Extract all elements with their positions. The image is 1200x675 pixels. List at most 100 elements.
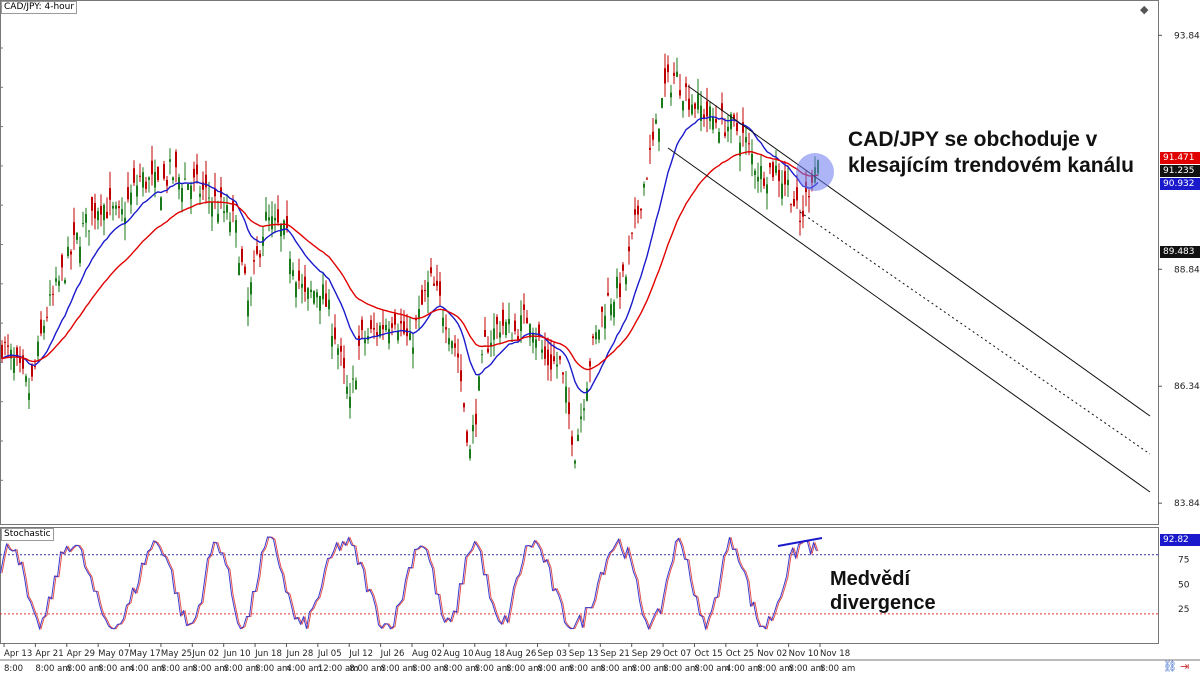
x-axis-date-label: Nov 18 xyxy=(820,649,850,659)
x-axis-time-label: 8:00 am xyxy=(789,664,824,674)
candle-body xyxy=(85,214,87,223)
candle-body xyxy=(670,92,672,98)
candle-body xyxy=(226,205,228,213)
x-axis-time-label: 8:00 am xyxy=(412,664,447,674)
x-axis-date-label: Jun 28 xyxy=(285,649,313,659)
candle-body xyxy=(184,178,186,180)
candle-body xyxy=(793,199,795,207)
candle-body xyxy=(295,282,297,298)
candle-body xyxy=(22,355,24,369)
candle-body xyxy=(712,117,714,130)
candle-body xyxy=(445,327,447,330)
candle-body xyxy=(328,299,330,310)
candle-body xyxy=(574,460,576,464)
x-axis-date-label: Aug 10 xyxy=(443,649,473,659)
candle-body xyxy=(310,289,312,292)
stochastic-axis-label: 25 xyxy=(1178,605,1189,615)
candle-body xyxy=(253,260,255,262)
candle-body xyxy=(250,282,252,295)
candle-body xyxy=(292,270,294,276)
candle-body xyxy=(145,181,147,189)
candle-body xyxy=(487,348,489,353)
candle-body xyxy=(658,128,660,142)
candle-body xyxy=(655,119,657,124)
candle-body xyxy=(46,316,48,318)
candle-body xyxy=(586,388,588,401)
candle-body xyxy=(136,185,138,197)
candle-body xyxy=(745,136,747,143)
channel-lower-line xyxy=(667,147,1151,493)
candle-body xyxy=(172,177,174,181)
candle-body xyxy=(724,132,726,137)
candle-body xyxy=(661,97,663,108)
candle-body xyxy=(343,357,345,369)
x-axis-time-label: 8:00 am xyxy=(600,664,635,674)
x-axis-time-label: 8:00 xyxy=(4,664,23,674)
candle-body xyxy=(94,203,96,219)
candle-body xyxy=(322,284,324,300)
candle-body xyxy=(616,276,618,289)
candle-body xyxy=(376,332,378,336)
price-panel-frame xyxy=(0,0,1159,525)
candle-body xyxy=(25,376,27,382)
candle-body xyxy=(163,163,165,179)
candle-body xyxy=(682,101,684,111)
candle-body xyxy=(55,278,57,282)
candle-body xyxy=(640,208,642,211)
candle-body xyxy=(67,246,69,256)
candle-body xyxy=(1,344,3,359)
candle-body xyxy=(118,206,120,209)
candle-body xyxy=(517,336,519,341)
x-axis-time-label: 8:00 am xyxy=(224,664,259,674)
candle-body xyxy=(466,431,468,443)
candle-body xyxy=(709,106,711,122)
x-axis-time-label: 8:00 am xyxy=(349,664,384,674)
candle-body xyxy=(673,72,675,76)
x-axis-date-label: Jul 26 xyxy=(380,649,405,659)
candle-body xyxy=(109,187,111,200)
candle-body xyxy=(667,64,669,73)
candle-body xyxy=(439,281,441,296)
candle-body xyxy=(40,319,42,334)
candle-body xyxy=(379,325,381,337)
candle-body xyxy=(757,176,759,182)
candle-body xyxy=(700,105,702,121)
candle-body xyxy=(397,330,399,341)
candle-body xyxy=(505,322,507,336)
candle-body xyxy=(583,408,585,411)
candle-body xyxy=(754,170,756,175)
candle-body xyxy=(775,165,777,173)
candle-body xyxy=(664,68,666,84)
candle-body xyxy=(313,291,315,304)
channel-mid-line xyxy=(799,211,1151,455)
x-axis-date-label: Sep 21 xyxy=(600,649,630,659)
chain-link-icon[interactable]: ⛓ xyxy=(1163,661,1177,673)
candle-body xyxy=(139,175,141,177)
candle-body xyxy=(13,358,15,373)
candle-body xyxy=(106,211,108,219)
candle-body xyxy=(691,104,693,115)
x-axis-date-label: Jun 10 xyxy=(223,649,251,659)
candle-body xyxy=(601,306,603,312)
x-axis-time-label: 8:00 am xyxy=(98,664,133,674)
divergence-line xyxy=(777,537,823,547)
candle-body xyxy=(547,349,549,366)
stochastic-main-line xyxy=(0,536,817,631)
x-axis-time-label: 8:00 am xyxy=(35,664,70,674)
candle-body xyxy=(685,83,687,88)
candle-body xyxy=(409,333,411,340)
x-axis-date-label: Aug 26 xyxy=(506,649,536,659)
candle-body xyxy=(769,163,771,168)
candle-body xyxy=(607,292,609,296)
arrow-right-icon[interactable]: ⇥ xyxy=(1180,661,1190,673)
candle-body xyxy=(412,347,414,354)
x-axis-time-label: 8:00 am xyxy=(443,664,478,674)
candle-body xyxy=(766,184,768,194)
x-axis-time-label: 4:00 am xyxy=(130,664,165,674)
candle-body xyxy=(247,300,249,317)
candle-body xyxy=(121,209,123,215)
diamond-icon[interactable]: ◆ xyxy=(1140,4,1149,16)
candle-body xyxy=(550,354,552,370)
candle-body xyxy=(778,169,780,181)
